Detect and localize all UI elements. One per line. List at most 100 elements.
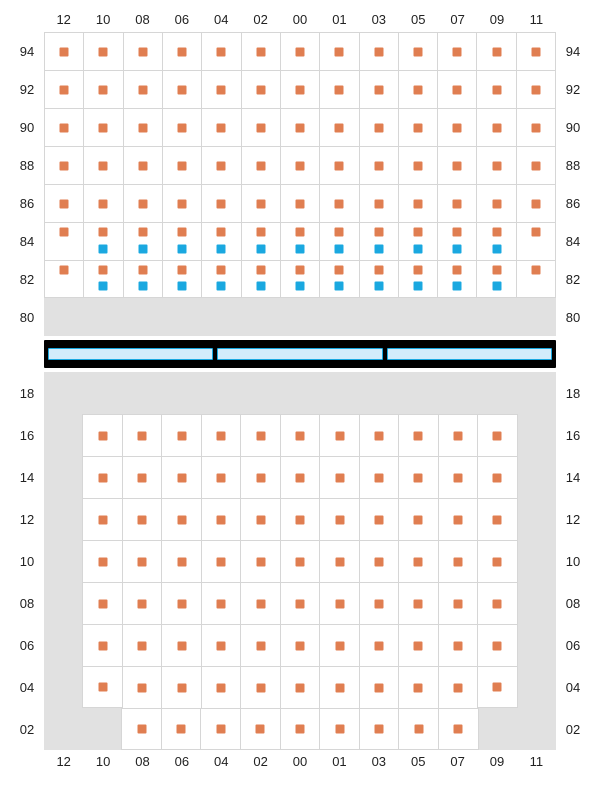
orange-marker [138, 266, 147, 275]
grid-cell [121, 708, 161, 750]
orange-marker [177, 683, 186, 692]
grid-row [44, 414, 556, 456]
grid-cell [44, 70, 83, 108]
orange-marker [217, 473, 226, 482]
orange-marker [177, 725, 186, 734]
grid-cell [44, 624, 82, 666]
top-row-labels-left: 9492908886848280 [10, 32, 44, 336]
orange-marker [413, 85, 422, 94]
orange-marker [413, 199, 422, 208]
grid-row [44, 108, 556, 146]
grid-row [44, 582, 556, 624]
orange-marker [492, 161, 501, 170]
grid-cell [201, 108, 240, 146]
orange-marker [98, 683, 107, 692]
col-label: 12 [44, 750, 83, 774]
grid-cell [320, 298, 359, 336]
grid-cell [44, 260, 83, 298]
blue-marker [413, 282, 422, 291]
grid-cell [280, 456, 319, 498]
grid-cell [438, 582, 477, 624]
grid-cell [123, 108, 162, 146]
orange-marker [177, 515, 186, 524]
orange-marker [217, 266, 226, 275]
col-label: 11 [517, 8, 556, 32]
grid-cell [477, 540, 517, 582]
orange-marker [138, 199, 147, 208]
orange-marker [493, 473, 502, 482]
grid-cell [162, 298, 201, 336]
grid-cell [359, 666, 398, 708]
orange-marker [99, 123, 108, 132]
orange-marker [335, 85, 344, 94]
grid-row [44, 624, 556, 666]
grid-cell [240, 582, 279, 624]
orange-marker [453, 161, 462, 170]
grid-cell [82, 540, 121, 582]
grid-cell [477, 456, 517, 498]
row-label: 82 [556, 260, 590, 298]
grid-cell [438, 624, 477, 666]
row-label: 94 [10, 32, 44, 70]
grid-cell [162, 184, 201, 222]
grid-cell [359, 498, 398, 540]
grid-cell [161, 498, 200, 540]
col-label: 01 [320, 750, 359, 774]
grid-cell [44, 540, 82, 582]
grid-row [44, 70, 556, 108]
grid-cell [476, 222, 515, 260]
grid-cell [359, 372, 398, 414]
grid-cell [319, 456, 358, 498]
orange-marker [296, 47, 305, 56]
row-label: 08 [10, 582, 44, 624]
grid-cell [437, 222, 476, 260]
bottom-grid-wrap: 181614121008060402 181614121008060402 [10, 372, 590, 750]
grid-cell [359, 624, 398, 666]
grid-cell [83, 298, 122, 336]
row-label: 86 [10, 184, 44, 222]
grid-cell [359, 708, 399, 750]
orange-marker [296, 683, 305, 692]
grid-cell [517, 298, 556, 336]
blue-marker [256, 244, 265, 253]
orange-marker [138, 123, 147, 132]
orange-marker [374, 228, 383, 237]
orange-marker [138, 161, 147, 170]
grid-cell [44, 666, 82, 708]
grid-cell [201, 184, 240, 222]
row-label: 80 [10, 298, 44, 336]
grid-cell [517, 708, 556, 750]
row-label: 10 [10, 540, 44, 582]
col-label: 05 [399, 750, 438, 774]
grid-cell [476, 184, 515, 222]
orange-marker [256, 725, 265, 734]
grid-cell [240, 624, 279, 666]
col-label: 04 [202, 750, 241, 774]
orange-marker [217, 557, 226, 566]
grid-cell [123, 222, 162, 260]
orange-marker [217, 85, 226, 94]
orange-marker [413, 228, 422, 237]
grid-cell [201, 414, 240, 456]
orange-marker [138, 641, 147, 650]
grid-cell [438, 372, 477, 414]
grid-cell [44, 146, 83, 184]
orange-marker [256, 683, 265, 692]
grid-cell [477, 298, 516, 336]
blue-marker [256, 282, 265, 291]
grid-cell [477, 498, 517, 540]
top-col-labels-upper: 12100806040200010305070911 [10, 8, 590, 32]
orange-marker [99, 161, 108, 170]
grid-cell [240, 456, 279, 498]
grid-cell [518, 414, 556, 456]
grid-cell [240, 708, 280, 750]
orange-marker [531, 199, 540, 208]
row-label: 88 [556, 146, 590, 184]
grid-cell [398, 260, 437, 298]
grid-cell [83, 708, 122, 750]
grid-cell [241, 372, 280, 414]
grid-cell [241, 32, 280, 70]
row-label: 90 [10, 108, 44, 146]
orange-marker [493, 683, 502, 692]
orange-marker [256, 85, 265, 94]
